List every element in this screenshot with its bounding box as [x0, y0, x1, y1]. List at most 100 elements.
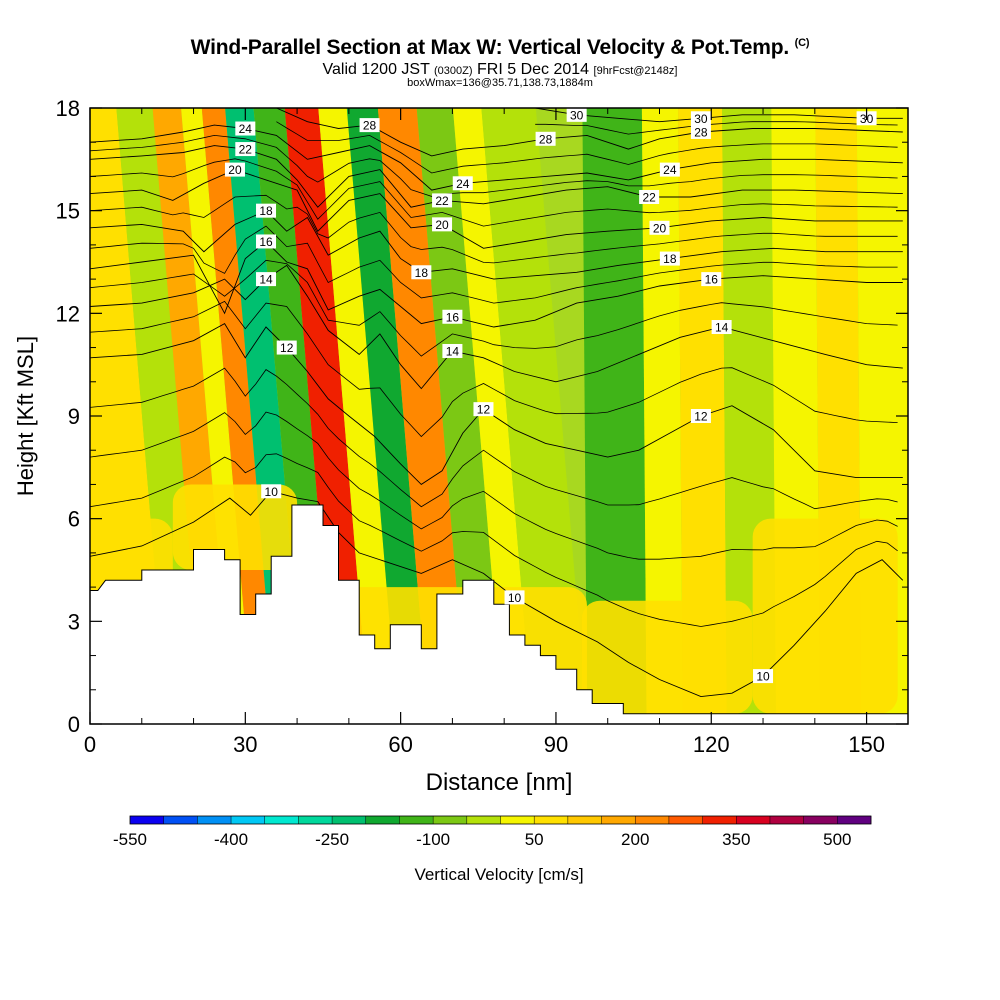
y-tick-label: 6 [68, 507, 80, 532]
svg-text:28: 28 [694, 125, 708, 139]
colorbar-cell [803, 816, 838, 824]
colorbar-cell [163, 816, 198, 824]
colorbar-cell [837, 816, 872, 824]
theta-contour [90, 134, 898, 197]
chart-title: Wind-Parallel Section at Max W: Vertical… [190, 36, 810, 59]
chart-box-info: boxWmax=136@35.71,138.73,1884m [407, 77, 593, 89]
svg-text:24: 24 [663, 163, 677, 177]
y-tick-label: 9 [68, 404, 80, 429]
colorbar-cell [130, 816, 164, 824]
contour-label: 10 [753, 669, 774, 684]
velocity-band [481, 108, 587, 724]
svg-text:12: 12 [280, 341, 294, 355]
terrain-profile [90, 504, 908, 724]
contour-label: 30 [690, 111, 711, 126]
theta-contour [90, 322, 903, 485]
theta-contours [90, 108, 904, 698]
colorbar-cell [231, 816, 266, 824]
y-axis-label: Height [Kft MSL] [13, 336, 38, 496]
svg-text:10: 10 [265, 485, 279, 499]
svg-text:24: 24 [456, 177, 470, 191]
contour-label: 12 [473, 402, 494, 417]
svg-text:18: 18 [415, 266, 429, 280]
velocity-band [377, 108, 468, 724]
contour-label: 22 [235, 142, 256, 157]
theta-contour [90, 169, 903, 249]
contour-label: 24 [452, 176, 473, 191]
colorbar-cell [365, 816, 400, 824]
colorbar-cell [601, 816, 636, 824]
colorbar-cell [668, 816, 703, 824]
contour-label: 12 [276, 340, 297, 355]
contour-label: 20 [649, 220, 670, 235]
svg-text:14: 14 [715, 321, 729, 335]
x-tick-label: 150 [848, 732, 885, 757]
velocity-band [416, 108, 505, 724]
svg-text:16: 16 [705, 273, 719, 287]
svg-text:14: 14 [259, 273, 273, 287]
theta-contour [276, 121, 898, 174]
colorbar-cell [736, 816, 771, 824]
theta-contour [90, 145, 903, 208]
terrain [90, 504, 908, 724]
contour-label: 16 [701, 272, 722, 287]
colorbar-cell [264, 816, 299, 824]
colorbar-cell [500, 816, 535, 824]
x-tick-label: 120 [693, 732, 730, 757]
contour-label: 28 [359, 118, 380, 133]
colorbar-tick-label: -400 [214, 830, 248, 849]
contour-label: 24 [659, 162, 680, 177]
x-axis-label: Distance [nm] [426, 769, 573, 796]
y-tick-label: 3 [68, 609, 80, 634]
colorbar-cell [399, 816, 434, 824]
contour-label: 18 [256, 203, 277, 218]
velocity-region [172, 484, 298, 570]
theta-contour [90, 411, 898, 560]
svg-text:12: 12 [477, 403, 491, 417]
theta-contour [90, 225, 898, 304]
colorbar-cell [298, 816, 333, 824]
y-tick-label: 18 [56, 96, 80, 121]
svg-text:16: 16 [259, 235, 273, 249]
x-tick-label: 0 [84, 732, 96, 757]
theta-contour [90, 259, 898, 357]
contour-label: 28 [535, 131, 556, 146]
svg-text:20: 20 [228, 163, 242, 177]
svg-text:30: 30 [694, 112, 708, 126]
svg-text:20: 20 [435, 218, 449, 232]
contour-label: 12 [690, 409, 711, 424]
theta-contour [90, 453, 898, 627]
contour-label: 22 [432, 193, 453, 208]
x-tick-label: 90 [544, 732, 568, 757]
y-tick-label: 12 [56, 301, 80, 326]
contour-label: 20 [432, 217, 453, 232]
y-tick-label: 0 [68, 712, 80, 737]
colorbar-tick-label: -250 [315, 830, 349, 849]
svg-text:12: 12 [694, 410, 708, 424]
colorbar-cell [433, 816, 468, 824]
velocity-band [346, 108, 430, 724]
contour-label: 16 [442, 309, 463, 324]
colorbar-tick-label: 50 [525, 830, 544, 849]
colorbar-tick-label: 200 [621, 830, 649, 849]
contour-label: 24 [235, 121, 256, 136]
contour-label: 22 [639, 189, 660, 204]
svg-text:24: 24 [239, 122, 253, 136]
colorbar-cell [769, 816, 804, 824]
svg-text:20: 20 [653, 221, 667, 235]
colorbar-tick-label: -100 [416, 830, 450, 849]
svg-text:28: 28 [539, 132, 553, 146]
theta-contour [90, 158, 898, 227]
colorbar-cell [197, 816, 232, 824]
colorbar-tick-label: 350 [722, 830, 750, 849]
colorbar-cell [534, 816, 569, 824]
svg-text:28: 28 [363, 119, 377, 133]
axes: 0 30 60 90 120 150 0 3 6 9 12 15 18 [56, 96, 908, 757]
contour-label: 14 [256, 272, 277, 287]
theta-contour [90, 490, 904, 698]
svg-text:18: 18 [259, 204, 273, 218]
x-tick-label: 30 [233, 732, 257, 757]
svg-text:10: 10 [508, 591, 522, 605]
theta-contour [90, 367, 898, 510]
